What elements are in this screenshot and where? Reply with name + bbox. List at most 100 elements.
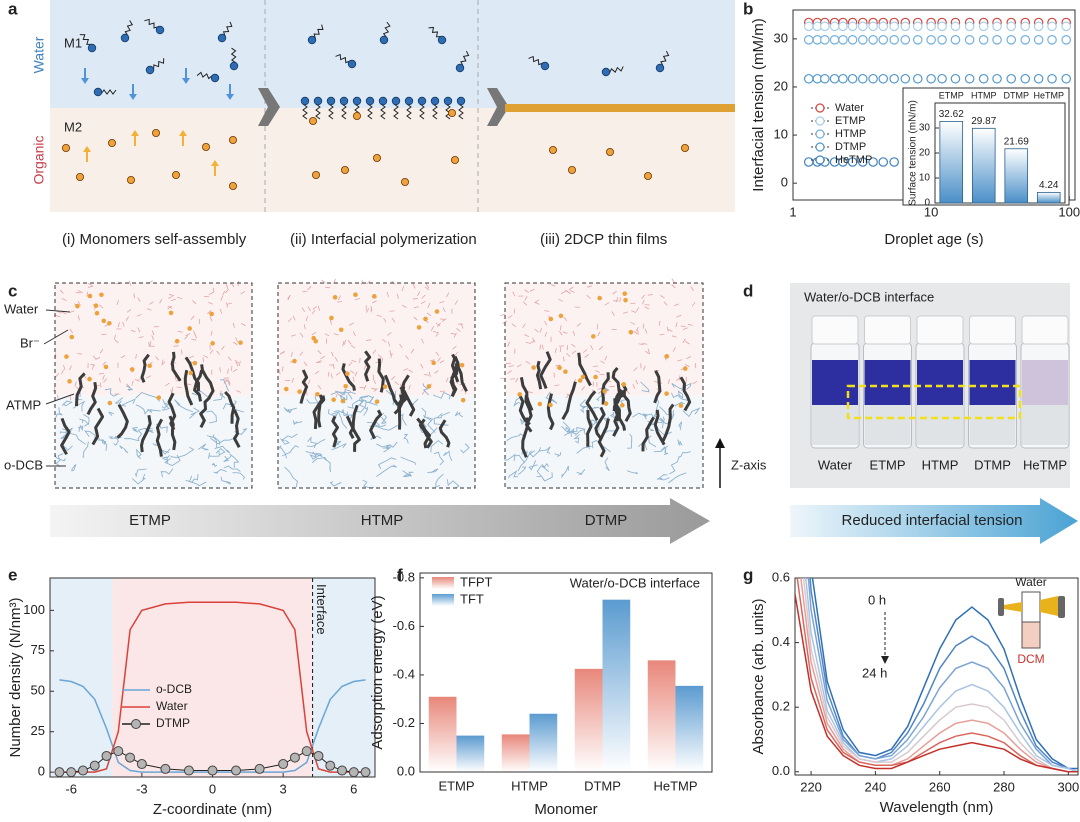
data-point bbox=[950, 73, 961, 84]
data-point bbox=[889, 73, 899, 84]
water-molecule bbox=[593, 365, 599, 367]
monomer-m2 bbox=[201, 142, 210, 151]
monomer bbox=[622, 391, 632, 422]
y-axis-label: Adsorption energy (eV) bbox=[369, 595, 386, 749]
monomer bbox=[199, 396, 211, 429]
monomer bbox=[200, 364, 215, 400]
dcb-molecule bbox=[108, 411, 114, 416]
bromide-ion bbox=[147, 363, 152, 369]
arrow-label: DTMP bbox=[585, 512, 628, 529]
water-molecule bbox=[671, 284, 676, 289]
dcb-molecule bbox=[358, 396, 369, 402]
data-point bbox=[348, 767, 359, 778]
water-molecule bbox=[167, 305, 172, 310]
dcb-molecule bbox=[421, 407, 432, 422]
water-molecule bbox=[373, 388, 378, 392]
monomer bbox=[450, 367, 459, 398]
arrow-label: Reduced interfacial tension bbox=[842, 512, 1023, 529]
dcb-molecule bbox=[432, 391, 451, 400]
flow-arrowhead bbox=[81, 78, 89, 84]
water-molecule bbox=[513, 308, 516, 314]
water-molecule bbox=[131, 380, 134, 386]
water-molecule bbox=[410, 348, 415, 354]
water-molecule bbox=[146, 375, 151, 379]
value-label: 4.24 bbox=[1039, 180, 1059, 191]
flow-arrowhead bbox=[211, 160, 219, 166]
water-molecule bbox=[442, 318, 447, 322]
dcb-molecule bbox=[334, 390, 349, 398]
water-molecule bbox=[600, 360, 605, 364]
data-point bbox=[878, 157, 889, 167]
monomer-m2 bbox=[644, 171, 653, 180]
monomer bbox=[364, 350, 372, 382]
dcb-molecule bbox=[306, 392, 319, 404]
dcb-molecule bbox=[347, 399, 365, 409]
water-molecule bbox=[291, 377, 294, 383]
water-molecule bbox=[165, 382, 170, 387]
data-point bbox=[820, 35, 830, 45]
water-molecule bbox=[572, 330, 576, 336]
monomer bbox=[535, 360, 543, 390]
water-molecule bbox=[210, 330, 213, 336]
water-molecule bbox=[506, 362, 512, 365]
organic-layer bbox=[1022, 405, 1068, 445]
water-molecule bbox=[539, 327, 542, 333]
water-molecule bbox=[324, 333, 330, 337]
data-point bbox=[1006, 21, 1017, 32]
data-point bbox=[964, 35, 975, 45]
data-point bbox=[878, 35, 889, 45]
monomer-m2 bbox=[549, 145, 558, 154]
dcb-molecule bbox=[678, 451, 691, 458]
legend-marker bbox=[131, 719, 141, 729]
water-molecule bbox=[555, 364, 561, 367]
dcb-molecule bbox=[669, 456, 680, 475]
data-point bbox=[992, 35, 1002, 45]
bar bbox=[939, 121, 964, 204]
water-molecule bbox=[598, 346, 603, 351]
water-molecule bbox=[171, 386, 174, 392]
water-molecule bbox=[680, 325, 686, 328]
monomer-m2 bbox=[171, 170, 180, 179]
dcb-molecule bbox=[136, 448, 142, 460]
monomer-m2 bbox=[108, 138, 117, 147]
bromide-ion bbox=[621, 382, 627, 387]
water-molecule bbox=[671, 335, 677, 338]
vial-cap bbox=[916, 315, 964, 345]
water-molecule bbox=[424, 286, 430, 291]
water-molecule bbox=[332, 363, 335, 369]
dcb-molecule bbox=[363, 406, 368, 416]
bromide-ion bbox=[678, 403, 684, 408]
data-point bbox=[868, 21, 878, 32]
water-molecule bbox=[373, 379, 377, 385]
dcb-molecule bbox=[134, 468, 147, 478]
bromide-ion bbox=[548, 402, 553, 408]
water-molecule bbox=[330, 373, 333, 379]
water-molecule bbox=[435, 322, 441, 327]
legend-marker bbox=[815, 129, 825, 139]
bromide-ion bbox=[620, 402, 625, 408]
water-molecule bbox=[307, 286, 312, 291]
dcb-molecule bbox=[327, 408, 339, 420]
water-molecule bbox=[95, 357, 101, 360]
water-molecule bbox=[616, 297, 619, 303]
water-molecule bbox=[136, 313, 142, 317]
monomer bbox=[193, 369, 204, 402]
water-molecule bbox=[317, 305, 320, 311]
bromide-ion bbox=[94, 310, 100, 316]
water-molecule bbox=[611, 311, 615, 316]
monomer-m2 bbox=[228, 181, 237, 190]
water-molecule bbox=[508, 365, 514, 367]
x-axis-label: Droplet age (s) bbox=[884, 231, 983, 248]
legend-marker bbox=[815, 103, 825, 113]
dcb-molecule bbox=[376, 464, 398, 478]
y-tick-label: 30 bbox=[919, 123, 931, 134]
dcb-molecule bbox=[210, 436, 238, 445]
organic-layer bbox=[969, 405, 1016, 445]
data-point bbox=[1006, 35, 1017, 45]
monomer-m2 bbox=[340, 165, 349, 174]
legend-marker bbox=[815, 116, 825, 126]
flow-arrowhead bbox=[179, 130, 187, 136]
water-molecule bbox=[186, 383, 192, 386]
water-molecule bbox=[405, 355, 409, 360]
water-molecule bbox=[92, 364, 95, 370]
